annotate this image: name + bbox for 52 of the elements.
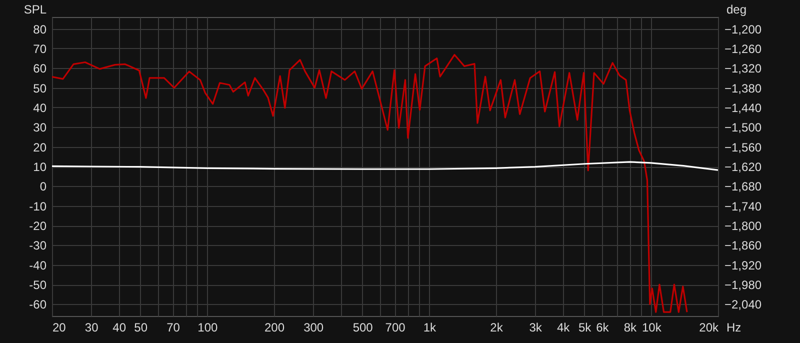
x-tick-label: 2k [490,320,504,334]
y2-tick-label: −2,040 [724,298,762,312]
y2-tick-label: −1,320 [724,62,762,76]
y-tick-label: 30 [33,120,47,135]
y-tick-label: 20 [33,140,47,154]
x-tick-label: 6k [596,320,610,334]
y-tick-label: 60 [33,62,47,76]
y-tick-label: 0 [40,180,47,194]
x-tick-label: 20k [699,320,720,334]
x-tick-label: 1k [423,320,437,334]
y2-tick-label: −1,800 [724,219,762,234]
y2-tick-label: −1,560 [724,140,762,154]
y-tick-label: -10 [29,199,47,214]
y2-tick-label: −1,680 [724,180,762,194]
x-tick-label: 40 [112,320,126,334]
y2-tick-label: −1,440 [724,100,762,115]
y2-tick-label: −1,980 [724,278,762,292]
y-tick-label: -50 [29,278,47,292]
y-tick-label: 50 [33,81,47,96]
y-tick-label: 40 [33,100,47,115]
y-tick-label: -40 [29,258,47,272]
y2-tick-label: −1,620 [724,160,762,174]
x-tick-label: 3k [529,320,543,334]
x-tick-label: 30 [84,320,99,334]
y2-tick-label: −1,200 [724,22,762,36]
y-tick-label: 10 [33,160,47,174]
x-tick-label: 8k [624,320,638,334]
y-tick-label: -30 [29,238,47,253]
x-tick-label: 70 [166,320,180,334]
x-tick-label: 300 [304,320,324,334]
y-tick-label: 70 [33,42,47,56]
x-tick-label: 700 [385,320,406,334]
x-tick-label: 5k [578,320,592,334]
x-tick-label: 20 [52,320,66,334]
x-tick-label: 4k [556,320,571,334]
y2-tick-label: −1,380 [724,81,762,96]
x-tick-label: 100 [198,320,218,334]
x-tick-label: 50 [134,320,148,334]
y2-axis-title: deg [726,2,747,16]
y2-tick-label: −1,860 [724,238,762,253]
y2-tick-label: −1,740 [724,199,762,214]
y2-tick-label: −1,920 [724,258,762,272]
x-tick-label: 10k [642,320,662,334]
x-tick-label: 500 [352,320,374,334]
x-axis-title: Hz [726,320,742,334]
y-tick-label: 80 [33,22,47,36]
y-tick-label: -60 [29,298,47,312]
y-tick-label: -20 [29,219,47,234]
x-tick-label: 200 [264,320,285,334]
y-axis-title: SPL [24,2,47,16]
y2-tick-label: −1,260 [724,42,762,56]
y2-tick-label: −1,500 [724,120,762,135]
